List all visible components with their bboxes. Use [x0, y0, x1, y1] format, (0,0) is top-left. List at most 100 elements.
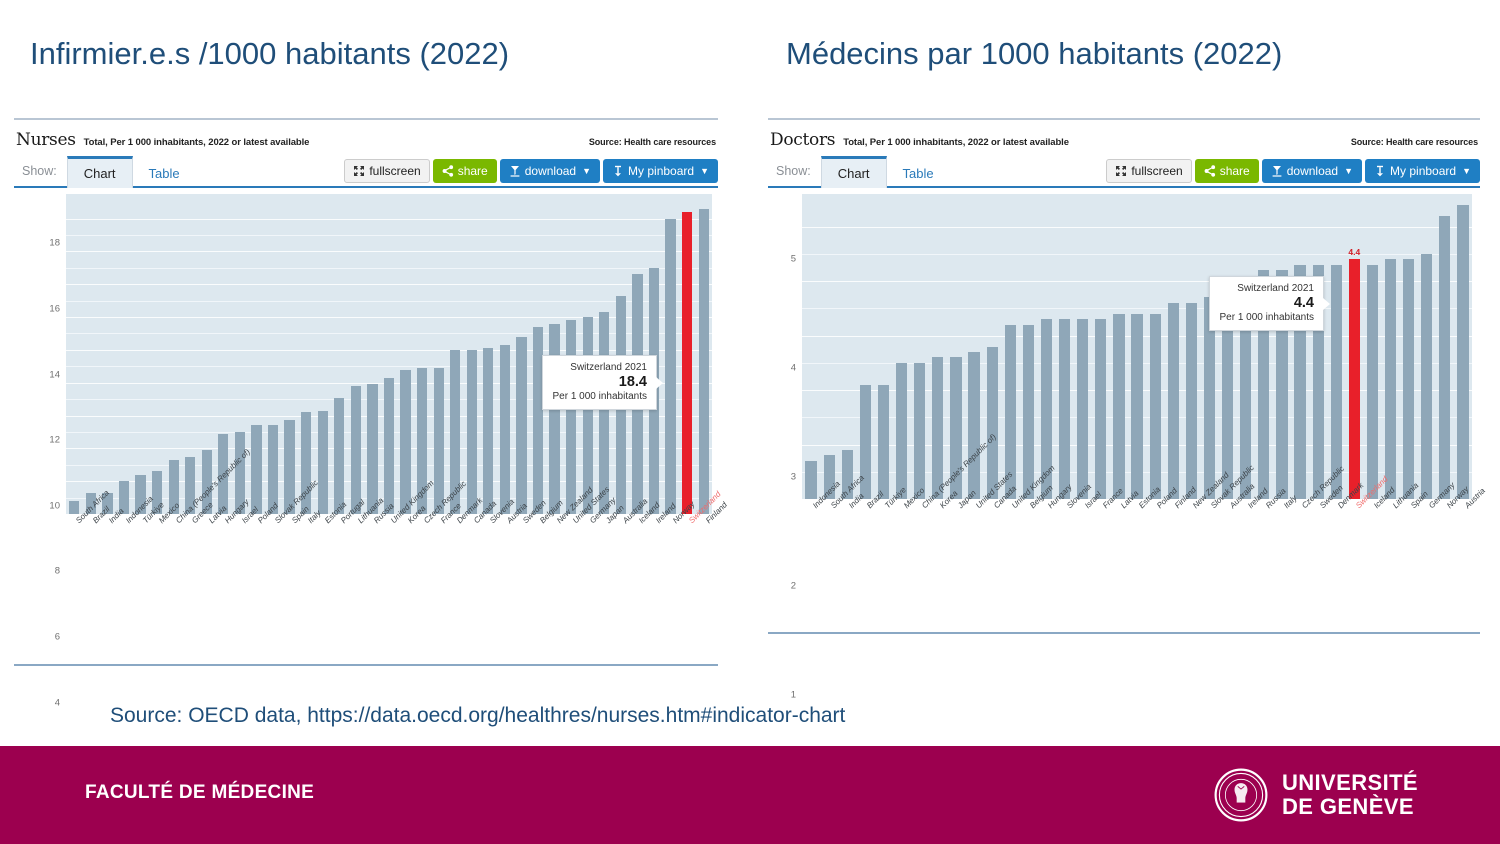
bar[interactable] — [566, 320, 577, 514]
bar-slot[interactable] — [132, 194, 149, 514]
bar-slot[interactable] — [856, 194, 874, 499]
bar[interactable] — [1131, 313, 1143, 499]
bar-slot[interactable] — [911, 194, 929, 499]
bar[interactable] — [334, 397, 345, 514]
bar[interactable] — [1276, 270, 1288, 499]
bar[interactable] — [416, 367, 428, 514]
bar[interactable] — [859, 384, 871, 499]
bar[interactable] — [1113, 313, 1125, 499]
bar[interactable] — [582, 317, 593, 514]
tab-table[interactable]: Table — [148, 166, 180, 181]
bar[interactable] — [350, 386, 361, 514]
bar[interactable] — [1095, 319, 1107, 499]
bar[interactable] — [895, 362, 908, 499]
bar-slot[interactable] — [947, 194, 965, 499]
bar-slot[interactable] — [1400, 194, 1418, 499]
bar-slot[interactable] — [820, 194, 838, 499]
bar-slot[interactable] — [480, 194, 497, 514]
bar-slot[interactable] — [199, 194, 216, 514]
bar[interactable] — [102, 492, 113, 514]
bar-slot[interactable] — [116, 194, 133, 514]
bar[interactable] — [400, 369, 411, 514]
bar[interactable] — [85, 492, 96, 514]
chart-plot-right[interactable]: 012345 4.4 Switzerland 2021 4.4 Per 1 00… — [791, 194, 1472, 810]
bar-slot[interactable] — [364, 194, 381, 514]
bar-slot[interactable] — [646, 194, 663, 514]
bar[interactable] — [301, 412, 312, 514]
bar[interactable] — [968, 351, 980, 499]
bar[interactable] — [841, 449, 853, 499]
bar[interactable] — [1384, 259, 1397, 499]
bar[interactable] — [950, 357, 962, 499]
bar-slot[interactable] — [1382, 194, 1400, 499]
bar[interactable] — [234, 431, 246, 514]
bar-slot[interactable] — [430, 194, 447, 514]
bar[interactable] — [665, 218, 676, 514]
bar[interactable] — [201, 450, 212, 514]
bar-slot[interactable] — [1092, 194, 1110, 499]
bar-slot[interactable] — [1436, 194, 1454, 499]
bar[interactable] — [1457, 204, 1469, 499]
bar-slot[interactable] — [695, 194, 712, 514]
bar-slot[interactable] — [1291, 194, 1309, 499]
bar[interactable] — [1312, 264, 1324, 499]
bar[interactable] — [1439, 215, 1451, 499]
bar[interactable] — [433, 367, 444, 514]
download-button[interactable]: download ▼ — [1261, 159, 1363, 183]
bar-slot[interactable] — [1164, 194, 1182, 499]
bar-slot[interactable] — [838, 194, 856, 499]
bar[interactable] — [1004, 324, 1016, 499]
bar-slot[interactable] — [629, 194, 646, 514]
bar-slot[interactable] — [1146, 194, 1164, 499]
bar[interactable] — [151, 471, 163, 514]
bar[interactable] — [168, 459, 179, 514]
bar[interactable] — [698, 208, 709, 514]
bar[interactable] — [986, 346, 998, 499]
bar[interactable] — [1258, 270, 1270, 499]
bar[interactable] — [1403, 259, 1415, 499]
bar[interactable] — [1421, 253, 1433, 499]
bar-slot[interactable] — [464, 194, 481, 514]
bar-slot[interactable] — [679, 194, 696, 514]
bar[interactable] — [466, 349, 477, 514]
bar-slot[interactable] — [802, 194, 820, 499]
tab-chart[interactable]: Chart — [66, 156, 133, 188]
bar-slot[interactable] — [1128, 194, 1146, 499]
bar[interactable] — [532, 326, 544, 514]
bar[interactable] — [877, 384, 890, 499]
bar[interactable] — [1330, 264, 1342, 499]
bar[interactable] — [383, 377, 395, 514]
bar-slot[interactable] — [579, 194, 596, 514]
bar-slot[interactable] — [397, 194, 414, 514]
fullscreen-button[interactable]: fullscreen — [344, 159, 430, 183]
bar-slot[interactable] — [265, 194, 282, 514]
bar-slot[interactable] — [1255, 194, 1273, 499]
bar[interactable] — [1240, 275, 1252, 499]
bar[interactable] — [599, 312, 610, 514]
bar-highlighted[interactable] — [681, 212, 693, 514]
bar[interactable] — [1366, 264, 1379, 499]
bar[interactable] — [1058, 319, 1071, 499]
bar[interactable] — [185, 456, 196, 514]
bar[interactable] — [1221, 281, 1234, 499]
pinboard-button[interactable]: My pinboard ▼ — [1365, 159, 1480, 183]
bar-slot[interactable] — [1110, 194, 1128, 499]
bar[interactable] — [1203, 297, 1216, 499]
bar-slot[interactable] — [1037, 194, 1055, 499]
bar-slot[interactable] — [1273, 194, 1291, 499]
bar-slot[interactable] — [613, 194, 630, 514]
bar[interactable] — [267, 425, 279, 514]
chart-plot-left[interactable]: 024681012141618 Switzerland 2021 18.4 Pe… — [49, 194, 712, 840]
bar-slot[interactable] — [165, 194, 182, 514]
bar-slot[interactable] — [1237, 194, 1255, 499]
bar[interactable] — [251, 425, 262, 514]
bar-slot[interactable] — [381, 194, 398, 514]
share-button[interactable]: share — [1194, 159, 1259, 183]
pinboard-button[interactable]: My pinboard ▼ — [603, 159, 718, 183]
bar-slot[interactable] — [965, 194, 983, 499]
bar-slot[interactable] — [447, 194, 464, 514]
bar-slot[interactable] — [414, 194, 431, 514]
bar[interactable] — [284, 420, 295, 514]
bar-slot[interactable] — [149, 194, 166, 514]
bar-slot[interactable] — [530, 194, 547, 514]
